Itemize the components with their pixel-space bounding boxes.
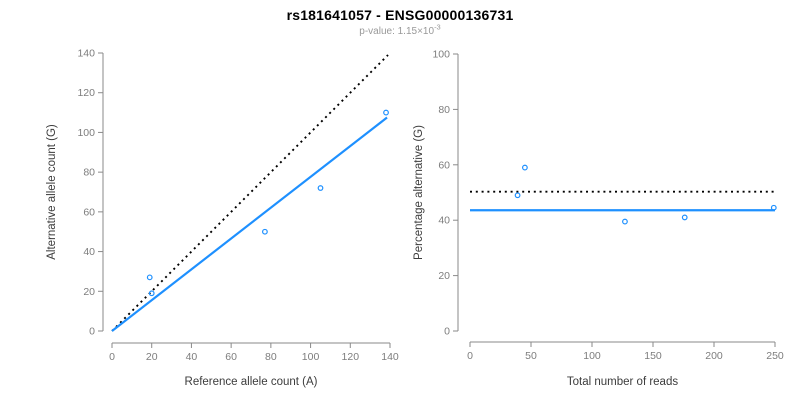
y-tick-label: 20 (83, 286, 95, 298)
x-tick-label: 250 (766, 350, 784, 362)
subtitle-mantissa: 1.15×10 (397, 26, 435, 37)
data-point (262, 228, 268, 235)
y-tick-label: 60 (438, 159, 450, 171)
x-tick-label: 40 (186, 351, 198, 363)
x-tick-label: 20 (146, 351, 158, 363)
y-tick-label: 100 (432, 49, 450, 61)
data-point (522, 164, 528, 171)
data-point (622, 218, 628, 225)
figure-subtitle: p-value: 1.15×10-3 (0, 22, 800, 37)
y-tick-label: 100 (77, 127, 95, 139)
y-axis-title: Percentage alternative (G) (413, 125, 425, 260)
x-tick-label: 200 (705, 350, 723, 362)
x-axis-title: Reference allele count (A) (185, 376, 318, 388)
regression-line (111, 116, 388, 332)
percentage-vs-reads-scatter: 0 20 40 60 80 100 0 50 100 150 200 250 Total number … (413, 49, 784, 389)
y-tick-label: 0 (444, 326, 450, 338)
data-point (383, 109, 389, 116)
x-tick-label: 50 (525, 350, 537, 362)
x-tick-label: 100 (302, 351, 320, 363)
allele-counts-scatter: 0 20 40 60 80 100 120 140 0 20 40 60 80 100 120 140 Refe… (46, 48, 399, 389)
y-tick-label: 140 (77, 48, 95, 60)
y-tick-label: 80 (83, 167, 95, 179)
data-point (770, 204, 777, 211)
x-tick-label: 60 (225, 351, 237, 363)
data-point (514, 192, 521, 199)
subtitle-prefix: p-value: (359, 26, 398, 37)
data-point (148, 290, 155, 297)
y-tick-label: 20 (438, 270, 450, 282)
x-tick-label: 140 (381, 351, 399, 363)
x-tick-label: 0 (467, 350, 473, 362)
data-point (317, 185, 324, 191)
y-tick-label: 60 (83, 206, 95, 218)
data-point (146, 274, 153, 281)
y-tick-label: 120 (77, 87, 95, 99)
x-tick-label: 0 (109, 351, 115, 363)
x-tick-label: 120 (342, 351, 360, 363)
y-axis-title: Alternative allele count (G) (46, 124, 58, 260)
x-tick-label: 100 (583, 350, 601, 362)
x-tick-label: 80 (265, 351, 277, 363)
y-tick-label: 40 (83, 246, 95, 258)
identity-line (111, 54, 389, 332)
y-tick-label: 0 (89, 326, 95, 338)
subtitle-exponent: -3 (434, 22, 441, 32)
page-title: rs181641057 - ENSG00000136731 (286, 7, 514, 23)
y-tick-label: 40 (438, 215, 450, 227)
x-tick-label: 150 (644, 350, 662, 362)
y-tick-label: 80 (438, 104, 450, 116)
x-axis-title: Total number of reads (567, 376, 678, 388)
data-point (681, 214, 688, 221)
